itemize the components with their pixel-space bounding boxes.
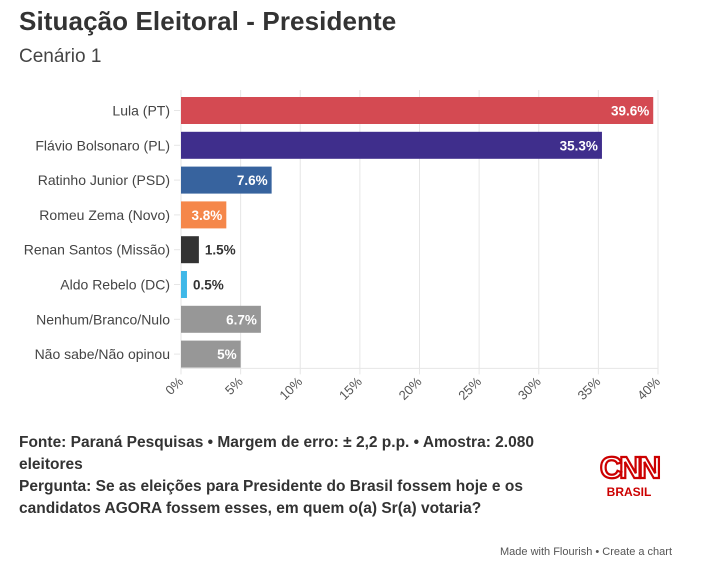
value-label: 3.8% <box>192 208 223 223</box>
category-label: Aldo Rebelo (DC) <box>60 277 170 293</box>
value-label: 0.5% <box>193 278 224 293</box>
bar <box>181 305 261 333</box>
bar <box>181 166 272 194</box>
chart-subtitle: Cenário 1 <box>19 46 102 67</box>
bar <box>181 97 654 124</box>
flourish-credit: Made with Flourish • Create a chart <box>500 546 672 558</box>
category-label: Ratinho Junior (PSD) <box>38 172 170 188</box>
x-tick-label: 15% <box>336 374 365 403</box>
category-label: Romeu Zema (Novo) <box>39 207 170 223</box>
question-note: Pergunta: Se as eleições para Presidente… <box>19 478 523 517</box>
category-label: Nenhum/Branco/Nulo <box>36 311 170 327</box>
source-note: Fonte: Paraná Pesquisas • Margem de erro… <box>19 434 534 473</box>
x-tick-label: 30% <box>515 374 544 403</box>
category-label: Renan Santos (Missão) <box>24 242 170 258</box>
category-label: Não sabe/Não opinou <box>35 346 170 362</box>
category-label: Lula (PT) <box>112 103 170 119</box>
made-with-flourish-link[interactable]: Made with Flourish <box>500 546 593 558</box>
bar <box>181 340 241 368</box>
x-tick-label: 25% <box>455 374 484 403</box>
bar <box>181 271 187 298</box>
create-chart-link[interactable]: Create a chart <box>602 546 672 558</box>
x-tick-label: 20% <box>396 374 425 403</box>
value-label: 1.5% <box>205 243 236 258</box>
bar <box>181 131 602 159</box>
value-label: 39.6% <box>611 104 649 119</box>
x-tick-label: 10% <box>276 374 305 403</box>
value-label: 7.6% <box>237 173 268 188</box>
footer-notes: Fonte: Paraná Pesquisas • Margem de erro… <box>19 432 589 520</box>
chart-title: Situação Eleitoral - Presidente <box>19 6 397 36</box>
value-label: 6.7% <box>226 312 257 327</box>
value-label: 5% <box>217 347 237 362</box>
category-label: Flávio Bolsonaro (PL) <box>35 137 170 153</box>
cnn-logo-text: CNN <box>600 451 660 485</box>
x-tick-label: 5% <box>222 374 246 398</box>
bar <box>181 236 199 264</box>
value-label: 35.3% <box>560 138 598 153</box>
bar <box>181 201 227 229</box>
brasil-logo-text: BRASIL <box>607 485 652 499</box>
x-tick-label: 40% <box>634 374 663 403</box>
credit-separator: • <box>592 546 603 558</box>
x-tick-label: 0% <box>162 374 186 398</box>
x-tick-label: 35% <box>574 374 603 403</box>
bar-chart: 0% 5% 10% 15% 20% 25% 30% 35% 40% Lula (PT) 39.6% F… <box>24 90 663 403</box>
cnn-brasil-logo[interactable]: CNN BRASIL <box>593 451 665 501</box>
